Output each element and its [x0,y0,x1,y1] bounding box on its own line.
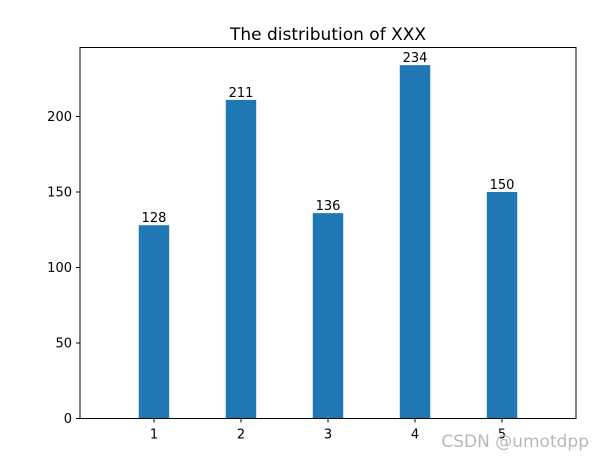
bar-2 [225,99,257,419]
x-tick-label-4: 4 [411,428,419,443]
bar-4 [399,65,431,419]
data-label-3: 136 [316,199,341,214]
y-tick-label-100: 100 [47,261,72,276]
watermark: CSDN @umotdpp [441,432,589,452]
data-labels: 128 211 136 234 150 [142,51,515,226]
x-axis-ticks: 1 2 3 4 5 [150,418,506,443]
data-label-4: 234 [403,51,428,66]
y-tick-label-150: 150 [47,186,72,201]
y-tick-label-0: 0 [64,412,72,427]
bar-3 [312,213,344,419]
data-label-1: 128 [142,211,167,226]
bar-5 [486,192,518,419]
data-label-2: 211 [229,86,254,101]
bar-1 [138,225,170,419]
data-label-5: 150 [490,178,515,193]
y-tick-label-50: 50 [55,337,72,352]
bars [138,65,518,419]
y-axis-ticks: 0 50 100 150 200 [47,110,80,427]
x-tick-label-3: 3 [324,428,332,443]
chart-title: The distribution of XXX [229,25,426,45]
y-tick-label-200: 200 [47,110,72,125]
x-tick-label-2: 2 [237,428,245,443]
x-tick-label-1: 1 [150,428,158,443]
x-tick-label-5: 5 [498,428,506,443]
plot-frame [79,47,577,419]
